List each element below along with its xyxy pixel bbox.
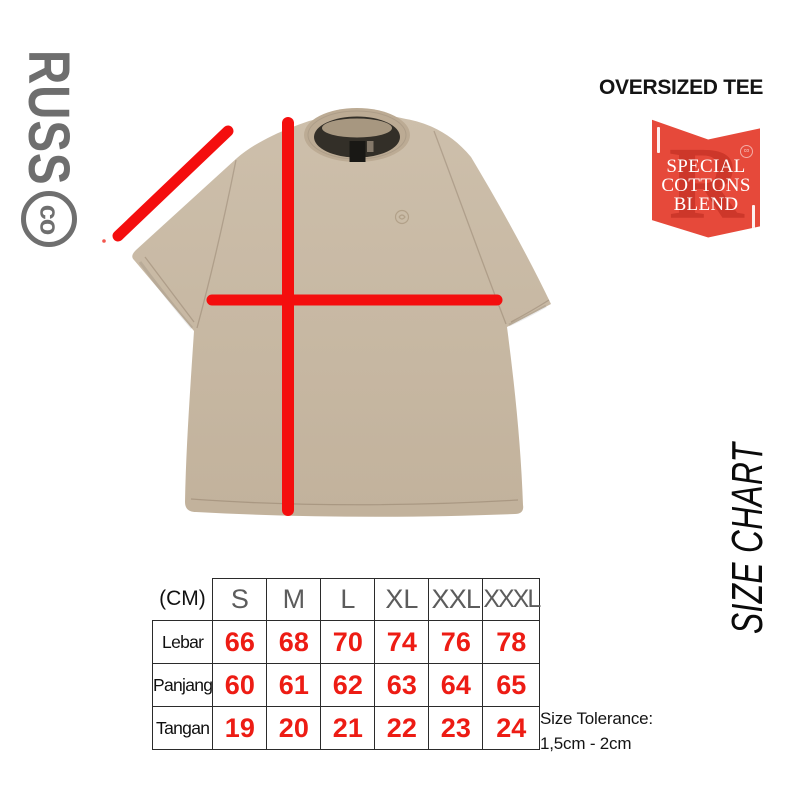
badge-co-mark-text: co	[743, 148, 750, 154]
cell-panjang-xl: 63	[374, 663, 430, 707]
size-table-row-tangan: Tangan 19 20 21 22 23 24	[151, 706, 541, 750]
size-chart-side-label: SIZE CHART	[723, 442, 772, 634]
tshirt-shading	[138, 261, 547, 329]
row-label-panjang: Panjang	[151, 663, 214, 707]
cell-tangan-s: 19	[212, 706, 268, 750]
badge-co-mark: co	[740, 145, 753, 158]
column-header-xl: XL	[374, 578, 430, 621]
badge-watermark-letter: R	[668, 126, 744, 241]
neck-size-tab	[367, 141, 374, 152]
neck-tag	[349, 141, 366, 162]
cell-lebar-xl: 74	[374, 620, 430, 664]
chest-embroidery	[394, 209, 410, 225]
measurement-lines	[102, 117, 503, 516]
cell-panjang-m: 61	[266, 663, 322, 707]
cell-lebar-s: 66	[212, 620, 268, 664]
brand-logo-text: RUSS	[16, 50, 81, 186]
cell-tangan-m: 20	[266, 706, 322, 750]
product-title: OVERSIZED TEE	[599, 76, 764, 99]
measure-line-speck	[102, 239, 106, 243]
size-table-row-panjang: Panjang 60 61 62 63 64 65	[151, 663, 541, 707]
cell-tangan-xl: 22	[374, 706, 430, 750]
cell-lebar-m: 68	[266, 620, 322, 664]
cell-panjang-l: 62	[320, 663, 376, 707]
tshirt-image	[102, 108, 551, 517]
brand-co-circle: co	[21, 191, 77, 247]
badge-text-line-3: BLEND	[673, 194, 739, 215]
size-tolerance-line-1: Size Tolerance:	[540, 709, 653, 728]
cell-lebar-xxxl: 78	[482, 620, 541, 664]
row-label-tangan: Tangan	[151, 706, 214, 750]
badge-text: SPECIAL COTTONS BLEND	[652, 157, 760, 214]
cell-panjang-xxl: 64	[428, 663, 484, 707]
column-header-s: S	[212, 578, 268, 621]
size-table: (CM) S M L XL XXL XXXL Lebar 66 68 70 74…	[151, 578, 541, 750]
size-tolerance-line-2: 1,5cm - 2cm	[540, 734, 632, 753]
size-table-header-row: (CM) S M L XL XXL XXXL	[153, 578, 541, 621]
size-table-row-lebar: Lebar 66 68 70 74 76 78	[151, 620, 541, 664]
cell-tangan-xxxl: 24	[482, 706, 541, 750]
cell-lebar-l: 70	[320, 620, 376, 664]
unit-label: (CM)	[159, 587, 206, 611]
tshirt-body	[132, 113, 551, 517]
badge-ribbon-shape: R co SPECIAL COTTONS BLEND	[652, 119, 760, 241]
column-header-xxl: XXL	[428, 578, 484, 621]
badge-accent-dash-right	[752, 205, 755, 231]
column-header-l: L	[320, 578, 376, 621]
badge-text-line-2: COTTONS	[661, 175, 751, 196]
cell-panjang-s: 60	[212, 663, 268, 707]
size-tolerance-note: Size Tolerance: 1,5cm - 2cm	[540, 706, 653, 756]
measure-line-sleeve-diagonal	[112, 125, 234, 242]
cell-tangan-l: 21	[320, 706, 376, 750]
badge-accent-dash-left	[657, 127, 660, 153]
tshirt-collar	[304, 108, 410, 162]
row-label-lebar: Lebar	[151, 620, 214, 664]
badge-text-line-1: SPECIAL	[666, 156, 746, 177]
tshirt-seams	[144, 130, 550, 506]
brand-co-text: co	[34, 204, 65, 234]
cell-lebar-xxl: 76	[428, 620, 484, 664]
column-header-xxxl: XXXL	[482, 578, 541, 621]
column-header-m: M	[266, 578, 322, 621]
cell-tangan-xxl: 23	[428, 706, 484, 750]
special-cottons-badge: R co SPECIAL COTTONS BLEND	[652, 116, 760, 240]
cell-panjang-xxxl: 65	[482, 663, 541, 707]
